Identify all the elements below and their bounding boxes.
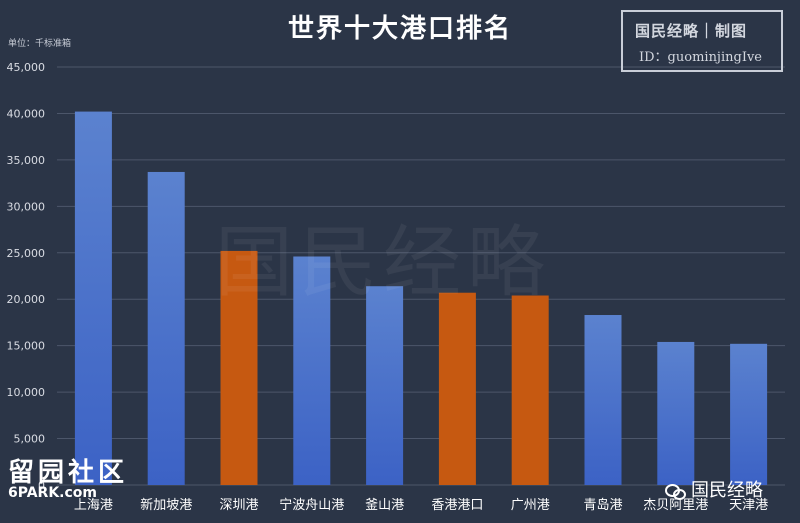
x-tick-label: 广州港 xyxy=(511,498,550,513)
x-tick-label: 宁波舟山港 xyxy=(279,497,344,513)
x-axis-ticks: 上海港 新加坡港 深圳港 宁波舟山港 釜山港 香港港口 广州港 青岛港 杰贝阿里港 天津港 xyxy=(74,497,768,513)
logo-box: 国民经略｜制图 ID：guominjingIve xyxy=(621,10,783,72)
y-tick-label: 20,000 xyxy=(7,293,46,306)
y-tick-label: 40,000 xyxy=(7,107,46,120)
chart-title: 世界十大港口排名 xyxy=(287,14,512,44)
bar-9 xyxy=(657,341,695,485)
bars xyxy=(74,111,768,485)
bar-4 xyxy=(293,256,331,485)
x-tick-label: 天津港 xyxy=(729,498,768,513)
y-axis-ticks: 0 5,000 10,000 15,000 20,000 25,000 30,000 35,0… xyxy=(7,61,46,492)
y-tick-label: 25,000 xyxy=(7,247,46,260)
bar-2 xyxy=(147,171,185,485)
x-tick-label: 上海港 xyxy=(74,498,113,513)
bar-6 xyxy=(438,292,476,485)
bar-1 xyxy=(74,111,112,485)
y-tick-label: 0 xyxy=(38,479,45,492)
wechat-watermark-text: 国民经略 xyxy=(691,480,763,501)
x-tick-label: 青岛港 xyxy=(583,497,622,513)
y-tick-label: 5,000 xyxy=(14,433,46,446)
unit-label: 单位：千标准箱 xyxy=(8,39,72,49)
y-tick-label: 35,000 xyxy=(7,154,46,167)
bar-8 xyxy=(584,315,622,485)
bar-7 xyxy=(511,295,549,485)
y-tick-label: 45,000 xyxy=(7,61,46,74)
y-tick-label: 10,000 xyxy=(7,386,46,399)
bar-10 xyxy=(730,343,768,485)
site-watermark-cn: 留园社区 xyxy=(8,458,129,488)
x-tick-label: 深圳港 xyxy=(219,498,258,513)
wechat-icon xyxy=(665,482,687,500)
site-watermark-url: 6PARK.com xyxy=(8,485,98,501)
center-watermark: 国民经略 xyxy=(215,218,552,308)
wechat-watermark: 国民经略 xyxy=(665,476,763,502)
site-watermark: 留园社区 6PARK.com xyxy=(8,452,128,501)
x-tick-label: 釜山港 xyxy=(365,498,404,513)
x-tick-label: 新加坡港 xyxy=(140,497,192,513)
logo-line-2: ID：guominjingIve xyxy=(639,50,762,65)
y-tick-label: 15,000 xyxy=(7,340,46,353)
bar-3 xyxy=(220,250,258,485)
logo-line-1: 国民经略｜制图 xyxy=(635,22,748,40)
bar-5 xyxy=(366,286,404,485)
x-tick-label: 香港港口 xyxy=(431,498,483,513)
x-tick-label: 杰贝阿里港 xyxy=(643,498,708,513)
y-tick-label: 30,000 xyxy=(7,200,46,213)
